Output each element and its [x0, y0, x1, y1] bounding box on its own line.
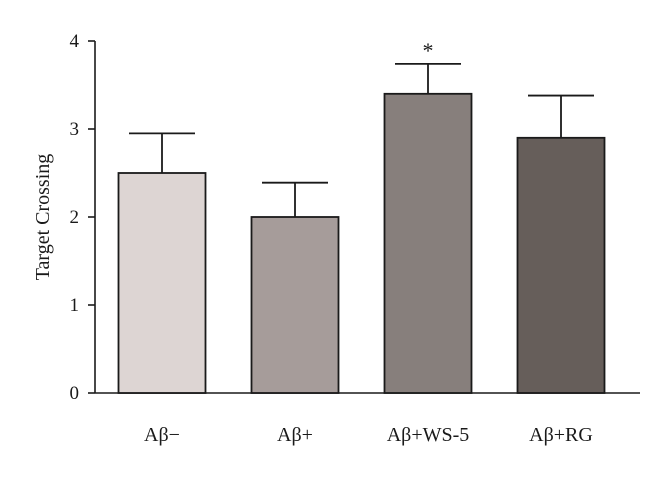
bar [383, 92, 473, 394]
x-category-label: Aβ+RG [529, 424, 593, 446]
y-tick-label: 1 [70, 295, 80, 316]
y-tick-label: 3 [70, 119, 80, 140]
bar [117, 172, 207, 394]
x-category-label: Aβ+WS-5 [387, 424, 470, 446]
y-axis-title: Target Crossing [32, 154, 54, 281]
y-tick-label: 2 [70, 207, 80, 228]
significance-marker: * [423, 38, 434, 63]
y-tick-label: 0 [70, 383, 80, 404]
x-category-label: Aβ− [144, 424, 180, 446]
y-tick-label: 4 [70, 31, 80, 52]
bar [516, 136, 606, 394]
bar [250, 216, 340, 394]
x-category-label: Aβ+ [277, 424, 313, 446]
